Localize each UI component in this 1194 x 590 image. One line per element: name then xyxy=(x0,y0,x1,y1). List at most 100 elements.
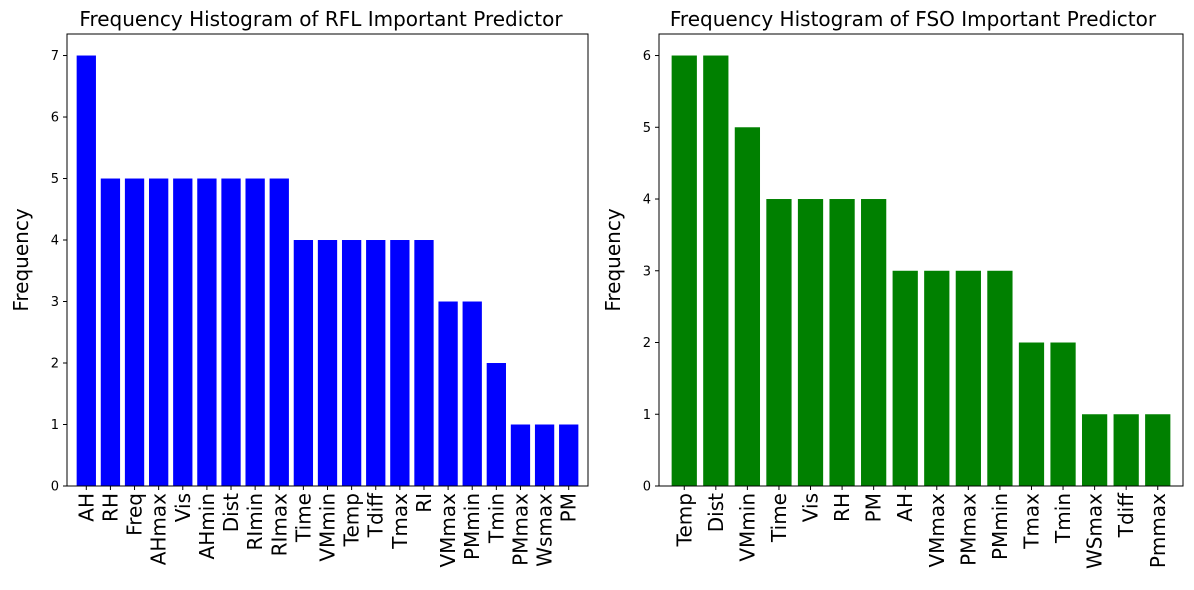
x-tick-label: Dist xyxy=(704,493,728,532)
x-tick-label: Tmax xyxy=(388,493,412,550)
bar xyxy=(892,270,918,486)
x-tick-label: RH xyxy=(98,493,122,522)
bar xyxy=(924,270,950,486)
x-tick-label: RI xyxy=(412,493,436,513)
y-tick-label: 3 xyxy=(643,264,651,279)
x-tick-label: PMmax xyxy=(508,493,532,566)
x-tick-label: Freq xyxy=(123,493,147,536)
x-tick-label: AHmin xyxy=(195,493,219,559)
x-tick-label: PMmax xyxy=(956,493,980,566)
bar xyxy=(414,240,434,486)
x-tick-label: AH xyxy=(74,493,98,522)
y-tick-label: 5 xyxy=(51,172,59,187)
x-tick-label: PMmin xyxy=(988,493,1012,560)
y-tick-label: 1 xyxy=(51,418,59,433)
x-tick-label: Tmin xyxy=(1051,493,1075,544)
bar xyxy=(197,178,217,486)
y-tick-label: 6 xyxy=(51,111,59,126)
y-tick-label: 4 xyxy=(51,234,59,249)
x-tick-label: Time xyxy=(291,493,315,543)
x-tick-label: Tdiff xyxy=(364,492,388,538)
x-tick-label: Wsmax xyxy=(533,493,557,567)
x-tick-label: PM xyxy=(862,493,886,522)
x-tick-label: WSmax xyxy=(1083,493,1107,569)
fso-chart: Frequency Histogram of FSO Important Pre… xyxy=(601,7,1184,569)
y-tick-label: 2 xyxy=(643,336,651,351)
bar xyxy=(149,178,169,486)
y-tick-label: 4 xyxy=(643,193,651,208)
bar xyxy=(366,240,386,486)
bar xyxy=(510,424,531,486)
bar xyxy=(703,55,729,487)
bar xyxy=(124,178,145,486)
x-tick-label: VMmin xyxy=(316,493,340,562)
bar xyxy=(559,424,579,486)
bar xyxy=(317,240,338,486)
bar xyxy=(734,127,761,487)
x-tick-label: VMmax xyxy=(436,493,460,568)
bar xyxy=(1113,414,1139,486)
x-tick-label: PM xyxy=(557,493,581,522)
axes: AH RH Freq AHmax Vis AHmin Dist RImin RImax Time V… xyxy=(51,33,589,568)
x-tick-label: Tmax xyxy=(1019,493,1043,550)
bar-marks xyxy=(671,55,1171,487)
x-tick-label: RImin xyxy=(243,493,267,551)
bar xyxy=(173,178,193,486)
x-tick-label: Temp xyxy=(672,493,696,547)
bar xyxy=(76,55,96,487)
bar xyxy=(1050,342,1076,486)
bar xyxy=(486,363,506,486)
x-tick-label: Temp xyxy=(340,493,364,547)
x-tick-label: Vis xyxy=(171,493,195,522)
bar xyxy=(341,240,362,486)
axes: Temp Dist VMmin Time Vis RH PM AH VMmax PMmax PMmi… xyxy=(643,33,1184,569)
y-tick-label: 3 xyxy=(51,295,59,310)
x-tick-label: AHmax xyxy=(147,493,171,565)
x-tick-label: VMmin xyxy=(735,493,759,562)
bar xyxy=(534,424,555,486)
chart-title: Frequency Histogram of RFL Important Pre… xyxy=(79,7,563,31)
bar xyxy=(100,178,121,486)
bar xyxy=(438,301,458,486)
y-tick-label: 0 xyxy=(51,480,59,495)
bar xyxy=(861,199,887,486)
x-tick-label: VMmax xyxy=(925,493,949,568)
x-tick-label: AH xyxy=(893,493,917,522)
bar xyxy=(1145,414,1171,486)
x-tick-label: Time xyxy=(767,493,791,543)
y-tick-label: 7 xyxy=(51,49,59,64)
chart-title: Frequency Histogram of FSO Important Pre… xyxy=(670,7,1157,31)
bar xyxy=(293,240,314,486)
bar xyxy=(462,301,482,486)
x-tick-label: RH xyxy=(830,493,854,522)
bar xyxy=(269,178,289,486)
bar xyxy=(955,270,981,486)
y-tick-label: 2 xyxy=(51,357,59,372)
y-axis-label: Frequency xyxy=(601,208,625,311)
y-tick-label: 1 xyxy=(643,408,651,423)
bar-marks xyxy=(76,55,579,487)
x-tick-label: Vis xyxy=(799,493,823,522)
x-tick-label: RImax xyxy=(267,493,291,557)
x-tick-label: Tmin xyxy=(484,493,508,544)
bar xyxy=(1018,342,1045,486)
bar xyxy=(797,199,824,486)
plot-frame xyxy=(658,33,1184,487)
bar xyxy=(390,240,410,486)
bar xyxy=(671,55,697,487)
bar xyxy=(245,178,265,486)
bar xyxy=(766,199,792,486)
x-tick-label: Pmmax xyxy=(1146,493,1170,568)
y-tick-label: 5 xyxy=(643,121,651,136)
x-tick-label: Dist xyxy=(219,493,243,532)
y-tick-label: 0 xyxy=(643,480,651,495)
y-axis-label: Frequency xyxy=(9,208,33,311)
bar xyxy=(221,178,241,486)
y-tick-label: 6 xyxy=(643,49,651,64)
bar xyxy=(829,199,855,486)
bar xyxy=(987,270,1013,486)
x-tick-label: Tdiff xyxy=(1114,492,1138,538)
bar xyxy=(1081,414,1108,486)
plot-frame xyxy=(66,33,589,487)
